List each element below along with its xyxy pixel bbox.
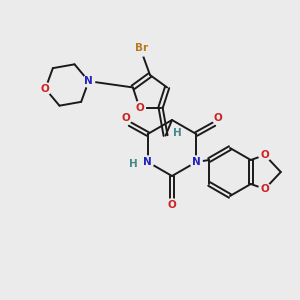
Circle shape <box>142 156 154 168</box>
Text: H: H <box>173 128 182 138</box>
Text: N: N <box>84 76 93 86</box>
Circle shape <box>134 40 150 56</box>
Circle shape <box>172 128 183 138</box>
Circle shape <box>259 183 271 195</box>
Circle shape <box>128 158 139 169</box>
Text: Br: Br <box>135 43 148 53</box>
Circle shape <box>39 83 51 95</box>
Text: O: O <box>260 150 269 160</box>
Circle shape <box>212 112 224 124</box>
Text: H: H <box>129 159 138 169</box>
Text: N: N <box>192 157 201 167</box>
Circle shape <box>134 102 146 114</box>
Text: O: O <box>122 113 130 123</box>
Text: O: O <box>135 103 144 112</box>
Text: O: O <box>214 113 223 123</box>
Circle shape <box>166 199 178 211</box>
Circle shape <box>83 75 95 87</box>
Text: O: O <box>168 200 176 210</box>
Text: O: O <box>260 184 269 194</box>
Text: N: N <box>143 157 152 167</box>
Circle shape <box>190 156 202 168</box>
Circle shape <box>120 112 132 124</box>
Text: O: O <box>41 84 50 94</box>
Circle shape <box>259 149 271 161</box>
